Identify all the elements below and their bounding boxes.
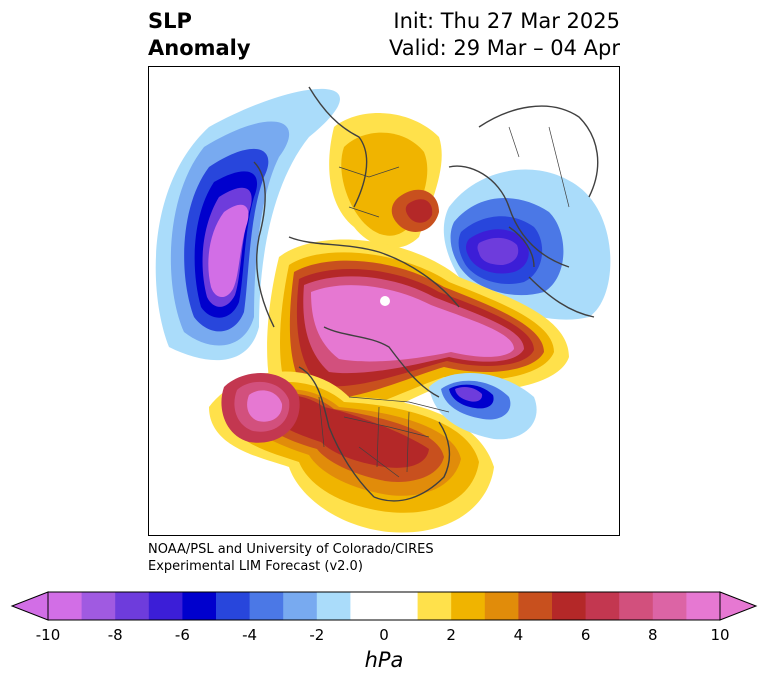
colorbar-extend-low <box>10 591 49 621</box>
colorbar-bin <box>652 592 687 620</box>
anomaly-low-north-atlantic <box>429 373 537 440</box>
forecast-dates: Init: Thu 27 Mar 2025 Valid: 29 Mar – 04… <box>389 8 620 62</box>
colorbar-tick-label: -8 <box>107 626 123 644</box>
colorbar-ticks: -10 -8 -6 -4 -2 0 2 4 6 8 10 <box>0 626 768 646</box>
credit-line-institution: NOAA/PSL and University of Colorado/CIRE… <box>148 542 434 557</box>
colorbar-bin <box>619 592 654 620</box>
anomaly-high-north-pacific <box>221 373 300 443</box>
map-panel <box>148 66 620 536</box>
credit-text: NOAA/PSL and University of Colorado/CIRE… <box>148 541 434 575</box>
colorbar-bin <box>552 592 587 620</box>
colorbar-bin <box>316 592 351 620</box>
colorbar-bin <box>384 592 419 620</box>
map-title: SLP Anomaly <box>148 8 251 62</box>
anomaly-high-greenland <box>329 113 442 248</box>
colorbar-tick-label: -10 <box>35 626 61 644</box>
colorbar-bin <box>484 592 519 620</box>
colorbar-tick-label: 2 <box>446 626 456 644</box>
colorbar-unit-label: hPa <box>364 648 404 672</box>
colorbar-bin <box>148 592 183 620</box>
colorbar-extend-high <box>719 591 758 621</box>
colorbar-bin <box>686 592 721 620</box>
colorbar-tick-label: 4 <box>513 626 524 644</box>
credit-line-product: Experimental LIM Forecast (v2.0) <box>148 559 363 574</box>
colorbar-bin <box>81 592 116 620</box>
colorbar-tick-label: -2 <box>309 626 325 644</box>
colorbar-tick-label: -4 <box>242 626 258 644</box>
slp-anomaly-map <box>155 86 611 533</box>
colorbar-outline <box>47 591 721 621</box>
country-borders <box>318 126 570 478</box>
colorbar-tick-label: -6 <box>174 626 190 644</box>
init-date: Init: Thu 27 Mar 2025 <box>393 9 620 33</box>
colorbar-bin <box>350 592 385 620</box>
anomaly-high-arctic <box>267 239 569 433</box>
colorbar-bin <box>48 592 83 620</box>
title-variable-qualifier: Anomaly <box>148 36 251 60</box>
colorbar-tick-label: 6 <box>580 626 591 644</box>
colorbar-tick-label: 8 <box>648 626 658 644</box>
colorbar-bin <box>417 592 452 620</box>
valid-dates: Valid: 29 Mar – 04 Apr <box>389 36 620 60</box>
colorbar-bin <box>518 592 553 620</box>
coastlines <box>253 86 599 502</box>
colorbar-bin <box>451 592 486 620</box>
colorbar-svg <box>10 591 758 621</box>
colorbar-bin <box>182 592 217 620</box>
colorbar-tick-label: 0 <box>379 626 389 644</box>
colorbar-bin <box>283 592 318 620</box>
colorbar <box>0 588 768 628</box>
colorbar-bin <box>115 592 150 620</box>
colorbar-bin <box>216 592 251 620</box>
anomaly-low-pacific <box>155 88 340 361</box>
colorbar-tick-label: 10 <box>710 626 730 644</box>
colorbar-bin <box>585 592 620 620</box>
title-variable: SLP <box>148 9 192 33</box>
colorbar-bin <box>249 592 284 620</box>
